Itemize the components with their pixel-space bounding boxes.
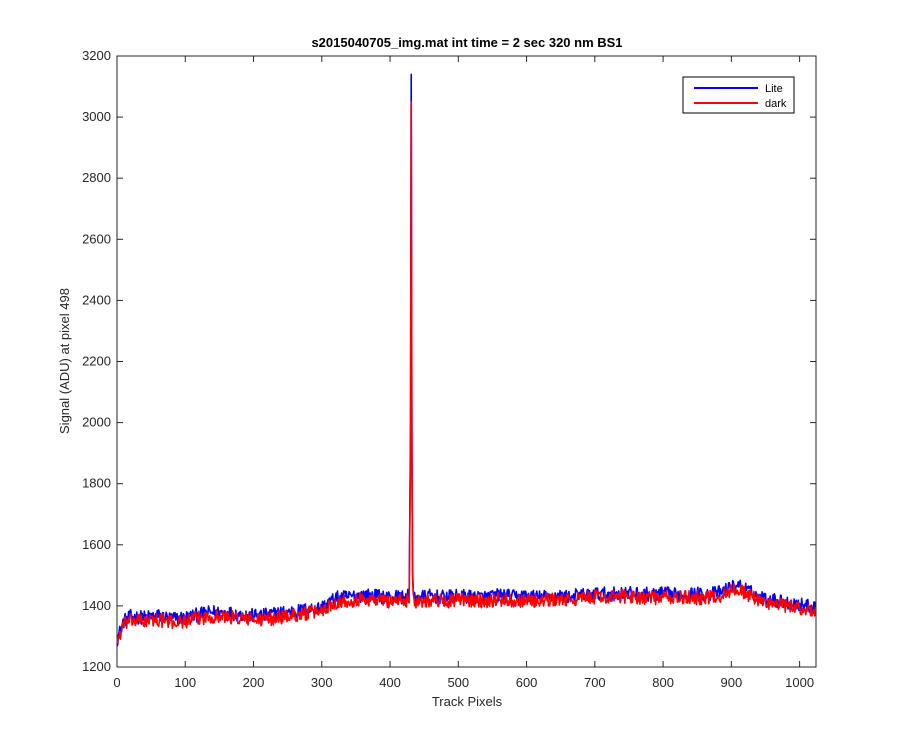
y-tick-label: 2800	[82, 170, 111, 185]
x-tick-label: 100	[174, 675, 196, 690]
y-tick-label: 1400	[82, 598, 111, 613]
y-tick-label: 3200	[82, 48, 111, 63]
y-tick-label: 1200	[82, 659, 111, 674]
chart-title: s2015040705_img.mat int time = 2 sec 320…	[311, 35, 622, 50]
x-tick-label: 500	[447, 675, 469, 690]
series-group	[116, 73, 817, 647]
y-tick-label: 2600	[82, 231, 111, 246]
y-tick-label: 1800	[82, 476, 111, 491]
x-tick-label: 800	[652, 675, 674, 690]
legend-label-dark: dark	[765, 98, 787, 110]
legend-label-lite: Lite	[765, 83, 783, 95]
legend-box	[682, 76, 795, 114]
y-tick-label: 2200	[82, 354, 111, 369]
y-tick-label: 3000	[82, 109, 111, 124]
x-tick-label: 600	[516, 675, 538, 690]
plot-frame	[116, 55, 817, 668]
series-line-dark	[116, 101, 817, 644]
y-axis-label: Signal (ADU) at pixel 498	[57, 288, 72, 434]
x-tick-label: 300	[311, 675, 333, 690]
x-tick-label: 700	[584, 675, 606, 690]
y-tick-label: 1600	[82, 537, 111, 552]
legend: Lite dark	[682, 76, 795, 114]
y-axis: 1200 1400 1600 1800 2000 2200 2400 2600 2800 3000…	[82, 48, 816, 674]
x-axis-label: Track Pixels	[432, 694, 503, 709]
x-tick-label: 1000	[785, 675, 814, 690]
x-tick-label: 400	[379, 675, 401, 690]
y-tick-label: 2400	[82, 292, 111, 307]
x-tick-label: 200	[243, 675, 265, 690]
plot-area	[116, 55, 817, 668]
x-tick-label: 0	[113, 675, 120, 690]
x-tick-label: 900	[721, 675, 743, 690]
x-axis: 0 100 200 300 400 500 600 700 800 900 1000	[113, 56, 814, 690]
y-tick-label: 2000	[82, 415, 111, 430]
